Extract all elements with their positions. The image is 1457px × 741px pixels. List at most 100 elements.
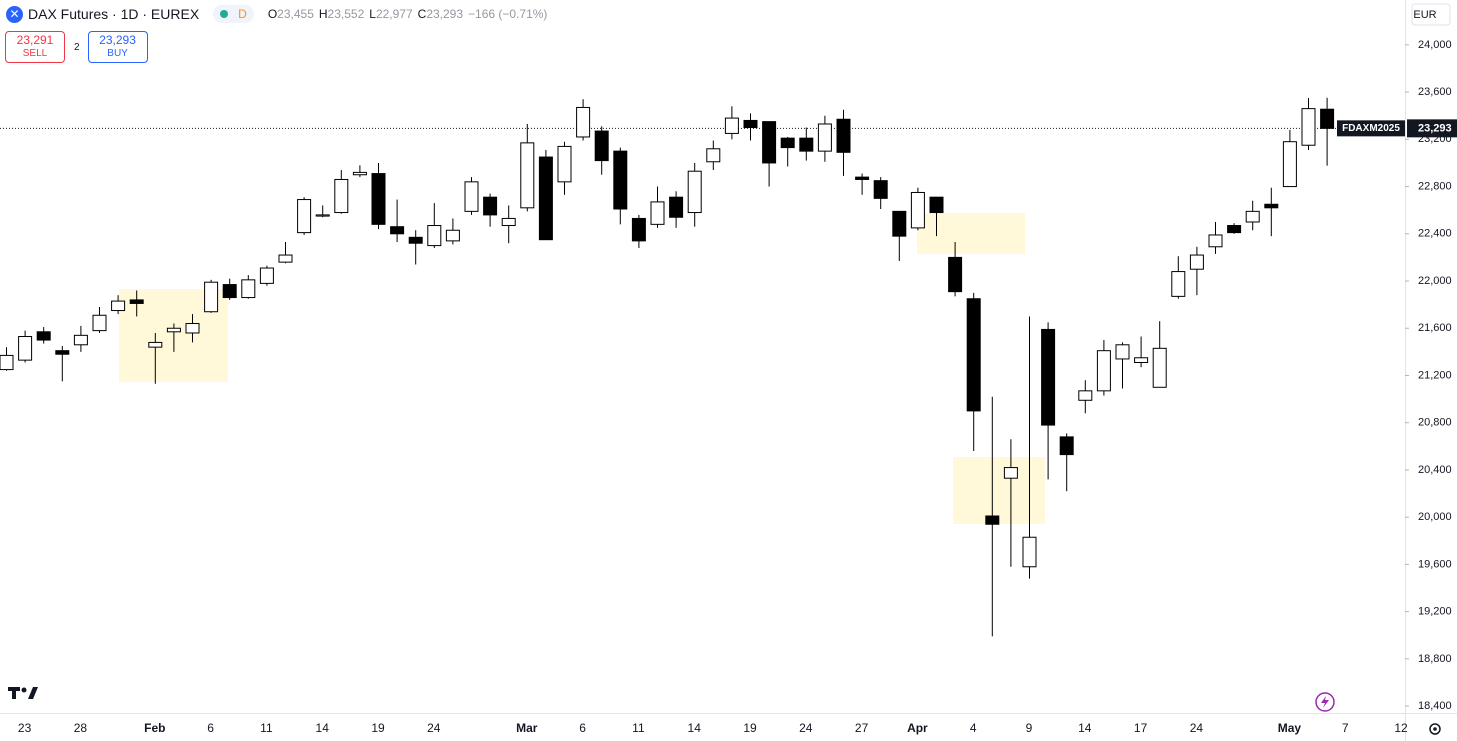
candle-body (1115, 344, 1130, 360)
candle-body (538, 156, 553, 241)
candle-body (148, 341, 163, 348)
sell-button[interactable]: 23,291 SELL (5, 31, 65, 63)
candle-body (371, 173, 386, 225)
candle-body (1320, 108, 1335, 129)
candle-body (631, 217, 646, 242)
buy-label: BUY (107, 48, 128, 59)
candle-body (1189, 254, 1204, 270)
interval-badge: D (238, 7, 247, 21)
buy-button[interactable]: 23,293 BUY (87, 31, 148, 63)
x-tick-label: 14 (316, 721, 330, 735)
x-tick-label: 7 (1342, 721, 1349, 735)
candle-body (1264, 203, 1279, 209)
candle-body (334, 178, 349, 214)
candle-body (92, 314, 107, 332)
ohlc-value: 23,293 (426, 7, 464, 21)
y-tick-label: 20,000 (1418, 511, 1452, 523)
last-price-label: 23,293 (1418, 122, 1452, 134)
chart-header: ✕ DAX Futures · 1D · EUREX D O23,455 H 23,… (6, 5, 547, 23)
x-tick-label: May (1278, 721, 1302, 735)
candle-body (948, 256, 963, 293)
candle-body (1041, 328, 1056, 426)
x-tick-label: 19 (371, 721, 385, 735)
candle-body (780, 137, 795, 149)
x-tick-label: 14 (688, 721, 702, 735)
candle-body (464, 181, 479, 212)
candle-body (557, 145, 572, 183)
symbol-title[interactable]: DAX Futures · 1D · EUREX (28, 6, 200, 22)
candle-body (1003, 467, 1018, 479)
spread: 2 (74, 41, 80, 53)
candle-body (73, 334, 88, 346)
x-tick-label: 9 (1026, 721, 1033, 735)
ohlc-key: L (369, 7, 376, 21)
candle-body (1208, 234, 1223, 248)
lightning-icon[interactable] (1315, 692, 1335, 712)
y-tick-label: 21,600 (1418, 322, 1452, 334)
candle-body (576, 106, 591, 138)
x-tick-label: 6 (207, 721, 214, 735)
ohlc-key: O (267, 7, 278, 21)
candle-body (855, 176, 870, 180)
y-tick-label: 20,400 (1418, 464, 1452, 476)
x-tick-label: 17 (1134, 721, 1148, 735)
candle-body (315, 214, 330, 217)
x-tick-label: 28 (74, 721, 88, 735)
settings-icon[interactable] (1429, 723, 1441, 735)
candle-body (910, 191, 925, 229)
candle-body (166, 327, 181, 333)
ohlc-key: H (318, 7, 328, 21)
candle-body (762, 121, 777, 164)
candle-body (352, 171, 367, 176)
candle-body (594, 130, 609, 162)
candle-body (297, 199, 312, 234)
highlight-zone (953, 457, 1045, 524)
ohlc-value: 23,455 (277, 7, 314, 21)
currency-button[interactable] (1411, 3, 1451, 26)
candle-body (427, 225, 442, 247)
candle-body (259, 267, 274, 284)
x-tick-label: 27 (855, 721, 869, 735)
x-tick-label: 23 (18, 721, 32, 735)
candle-body (1134, 357, 1149, 363)
candle-body (817, 123, 832, 152)
y-tick-label: 21,200 (1418, 369, 1452, 381)
x-tick-label: 6 (579, 721, 586, 735)
candle-body (111, 300, 126, 312)
candle-body (836, 118, 851, 153)
y-tick-label: 24,000 (1418, 39, 1452, 51)
candle-body (1078, 390, 1093, 401)
tv-logo (8, 687, 38, 699)
symbol-tag-label: FDAXM2025 (1342, 123, 1400, 134)
ohlc-key: C (417, 7, 427, 21)
sell-label: SELL (22, 48, 48, 59)
candle-body (706, 148, 721, 163)
y-tick-label: 19,600 (1418, 558, 1452, 570)
candle-body (445, 229, 460, 242)
y-tick-label: 18,400 (1418, 700, 1452, 712)
candle-body (408, 236, 423, 244)
candle-body (204, 281, 219, 313)
candle-body (687, 170, 702, 214)
candle-body (36, 331, 51, 341)
x-tick-label: 11 (260, 721, 273, 735)
currency[interactable]: EUR (1413, 9, 1436, 21)
x-tick-label: 12 (1394, 721, 1408, 735)
candle-body (390, 226, 405, 235)
candle-body (278, 254, 293, 263)
candle-body (929, 196, 944, 214)
candle-body (873, 180, 888, 199)
x-tick-label: Apr (907, 721, 928, 735)
candle-body (1096, 350, 1111, 392)
candle-body (501, 217, 516, 227)
x-tick-label: 11 (632, 721, 645, 735)
candle-body (129, 299, 144, 304)
sell-price: 23,291 (16, 33, 54, 47)
status-pill[interactable]: D (213, 5, 254, 23)
symbol-tag (1337, 120, 1405, 137)
candle-body (222, 284, 237, 299)
candle-body (743, 119, 758, 129)
candle-body (1282, 141, 1297, 188)
symbol-logo: ✕ (6, 5, 23, 23)
